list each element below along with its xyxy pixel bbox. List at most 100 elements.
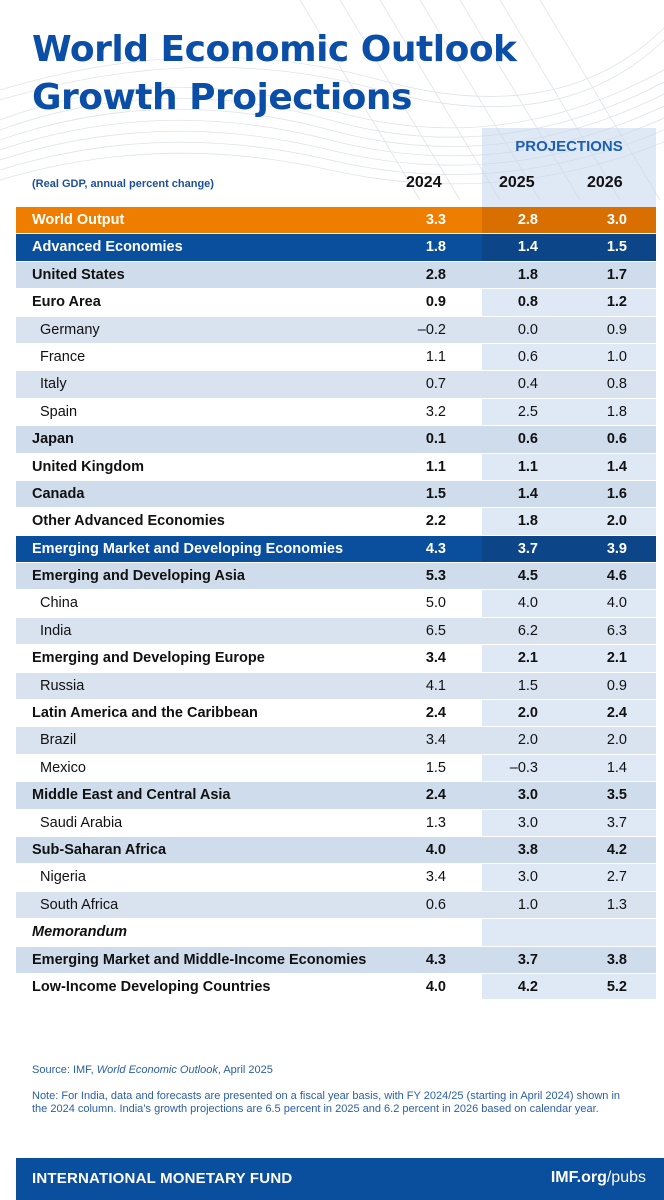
row-label: Advanced Economies: [32, 239, 183, 256]
source-suffix: , April 2025: [217, 1064, 273, 1076]
cell-2025: 1.5: [517, 677, 538, 694]
year-2024: 2024: [406, 174, 442, 191]
table-row: Latin America and the Caribbean 2.4 2.0 …: [16, 700, 656, 728]
cell-2024: 6.5: [425, 622, 446, 639]
cell-2024: 2.4: [425, 705, 446, 722]
table-row: Mexico 1.5 –0.3 1.4: [16, 755, 656, 783]
cell-2025: 0.6: [517, 431, 538, 448]
cell-2026: 2.0: [606, 732, 627, 749]
row-label: Japan: [32, 431, 74, 448]
row-label: Other Advanced Economies: [32, 513, 225, 530]
cell-2025: 2.5: [517, 403, 538, 420]
cell-2024: 0.1: [425, 431, 446, 448]
cell-2024: 1.1: [425, 348, 446, 365]
cell-2026: 5.2: [606, 978, 627, 995]
table-row: Italy 0.7 0.4 0.8: [16, 371, 656, 399]
table-row-memorandum: Memorandum: [16, 919, 656, 947]
table-row: Japan 0.1 0.6 0.6: [16, 426, 656, 454]
organization-name: INTERNATIONAL MONETARY FUND: [32, 1170, 293, 1187]
cell-2024: 5.3: [425, 568, 446, 585]
row-label: World Output: [32, 212, 125, 228]
cell-2025: 0.0: [517, 321, 538, 338]
source-prefix: Source: IMF,: [32, 1064, 97, 1076]
cell-2026: 3.7: [606, 814, 627, 831]
row-label: Emerging Market and Developing Economies: [32, 540, 344, 557]
row-label: France: [40, 348, 86, 365]
cell-2026: 1.3: [606, 896, 627, 913]
row-label: United States: [32, 266, 125, 283]
row-label: Brazil: [40, 732, 77, 749]
row-label: Emerging and Developing Europe: [32, 650, 265, 667]
cell-2024: 2.4: [425, 787, 446, 804]
cell-2025: 1.1: [517, 458, 538, 475]
footnote: Note: For India, data and forecasts are …: [32, 1090, 621, 1115]
row-label: Germany: [40, 321, 100, 338]
table-row: Saudi Arabia 1.3 3.0 3.7: [16, 810, 656, 837]
cell-2024: 1.8: [425, 239, 446, 256]
table-row: Brazil 3.4 2.0 2.0: [16, 727, 656, 755]
table-row: Middle East and Central Asia 2.4 3.0 3.5: [16, 782, 656, 810]
cell-2024: –0.2: [417, 321, 446, 338]
cell-2025: 0.6: [517, 348, 538, 365]
row-label: Latin America and the Caribbean: [32, 705, 258, 722]
projections-label: PROJECTIONS: [515, 138, 623, 155]
cell-2026: 1.4: [606, 458, 627, 475]
cell-2025: 3.0: [517, 787, 538, 804]
cell-2024: 2.8: [425, 266, 446, 283]
cell-2025: 3.7: [517, 540, 538, 557]
cell-2024: 1.3: [425, 814, 446, 831]
website-link[interactable]: IMF.org/pubs: [551, 1169, 646, 1187]
row-label: United Kingdom: [32, 458, 144, 475]
table-row: Canada 1.5 1.4 1.6: [16, 480, 656, 509]
table-row: Low-Income Developing Countries 4.0 4.2 …: [16, 974, 656, 1002]
table-row: Sub-Saharan Africa 4.0 3.8 4.2: [16, 836, 656, 865]
url-domain: IMF.org: [550, 1169, 607, 1186]
table-row: Other Advanced Economies 2.2 1.8 2.0: [16, 508, 656, 536]
table-row: France 1.1 0.6 1.0: [16, 344, 656, 372]
cell-2026: 1.7: [606, 266, 627, 283]
cell-2024: 4.3: [425, 540, 446, 557]
row-label: Canada: [32, 485, 85, 502]
cell-2026: 1.0: [606, 348, 627, 365]
row-label: Emerging and Developing Asia: [32, 568, 245, 585]
cell-2025: 6.2: [517, 622, 538, 639]
cell-2026: 1.8: [606, 403, 627, 420]
cell-2024: 0.7: [425, 376, 446, 393]
row-label: Low-Income Developing Countries: [32, 978, 271, 995]
cell-2026: 6.3: [606, 622, 627, 639]
cell-2025: –0.3: [509, 759, 538, 776]
footer-bar: INTERNATIONAL MONETARY FUND IMF.org/pubs: [16, 1158, 664, 1200]
cell-2026: 3.5: [606, 787, 627, 804]
growth-table: World Output 3.3 2.8 3.0 Advanced Econom…: [16, 207, 656, 1002]
cell-2025: 4.2: [517, 978, 538, 995]
cell-2025: 1.4: [517, 485, 538, 502]
cell-2026: 0.8: [606, 376, 627, 393]
cell-2025: 1.4: [517, 239, 538, 256]
row-label: Memorandum: [32, 924, 128, 941]
cell-2026: 1.6: [606, 485, 627, 502]
row-label: Russia: [40, 677, 85, 694]
cell-2024: 0.6: [425, 896, 446, 913]
cell-2026: 4.2: [606, 841, 627, 858]
cell-2026: 3.0: [606, 212, 627, 228]
row-label: India: [40, 622, 72, 639]
table-row: Emerging and Developing Europe 3.4 2.1 2…: [16, 645, 656, 673]
table-row: Euro Area 0.9 0.8 1.2: [16, 289, 656, 317]
cell-2026: 1.5: [606, 239, 627, 256]
cell-2026: 4.0: [606, 595, 627, 612]
cell-2026: 2.7: [606, 869, 627, 886]
cell-2025: 4.5: [517, 568, 538, 585]
cell-2026: 2.4: [606, 705, 627, 722]
table-row: United States 2.8 1.8 1.7: [16, 261, 656, 290]
cell-2024: 3.3: [425, 212, 446, 228]
row-label: Nigeria: [40, 869, 86, 886]
cell-2025: 0.4: [517, 376, 538, 393]
cell-2026: 0.9: [606, 677, 627, 694]
table-row: India 6.5 6.2 6.3: [16, 617, 656, 646]
cell-2026: 1.2: [606, 294, 627, 311]
cell-2024: 4.0: [425, 841, 446, 858]
cell-2025: 4.0: [517, 595, 538, 612]
cell-2025: 0.8: [517, 294, 538, 311]
cell-2024: 1.5: [425, 485, 446, 502]
cell-2025: 3.8: [517, 841, 538, 858]
